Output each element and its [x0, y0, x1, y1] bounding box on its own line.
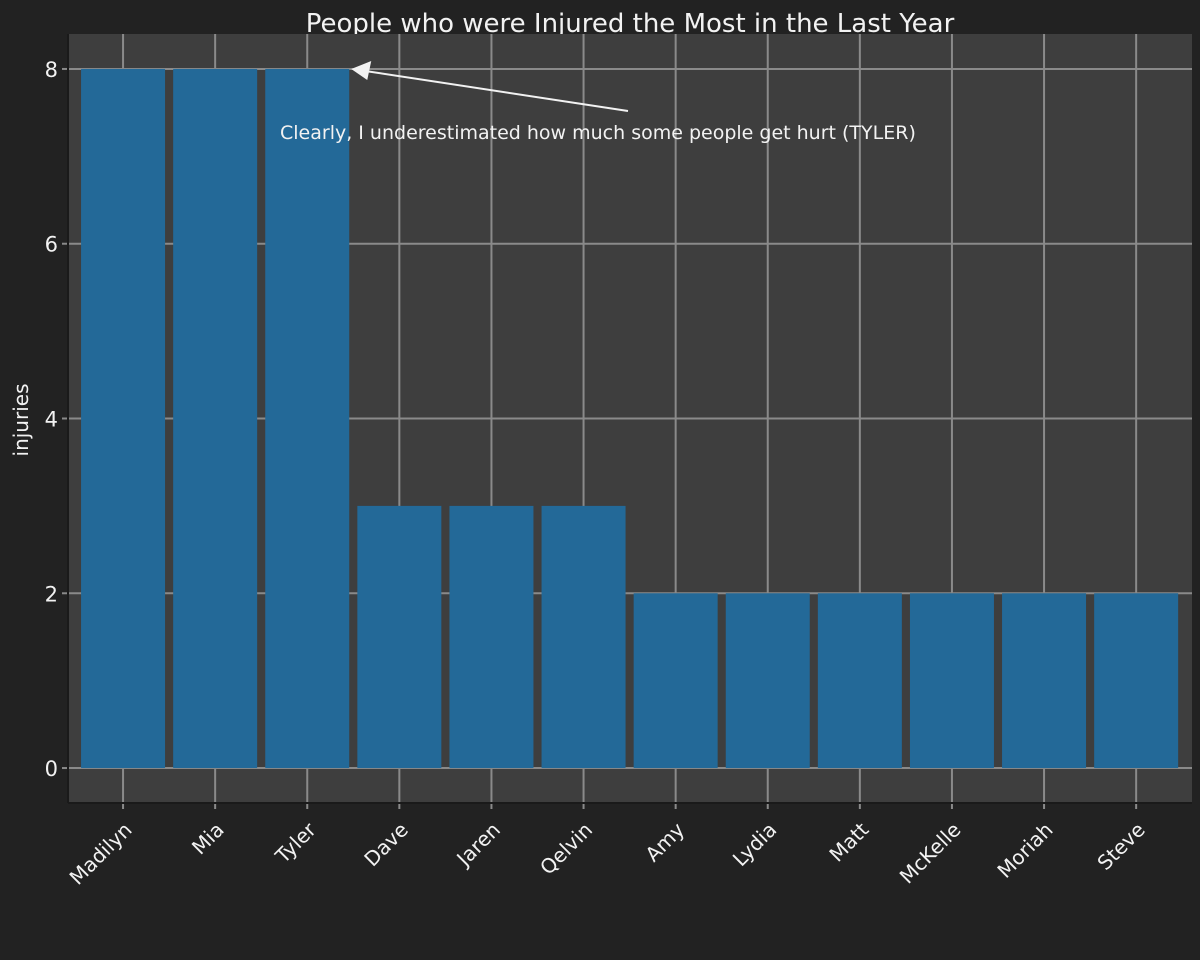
x-tick-label: Madilyn — [65, 818, 137, 890]
bar-jaren — [449, 505, 534, 769]
annotation-arrowhead — [351, 60, 372, 80]
x-tick-label: Lydia — [728, 818, 781, 871]
bar-matt — [817, 593, 902, 769]
y-tick-label: 4 — [45, 408, 58, 432]
bar-qelvin — [541, 505, 626, 769]
y-tick-label: 6 — [45, 233, 58, 257]
bar-moriah — [1002, 593, 1087, 769]
x-tick-label: Qelvin — [535, 818, 597, 880]
x-tick-label: Jaren — [451, 818, 505, 872]
bar-tyler — [265, 68, 350, 769]
bar-amy — [633, 593, 718, 769]
bar-steve — [1094, 593, 1179, 769]
y-axis-label: injuries — [9, 384, 33, 457]
bar-mckelle — [909, 593, 994, 769]
x-tick-label: Mia — [187, 818, 229, 860]
x-tick-label: McKelle — [895, 818, 966, 889]
annotation-text: Clearly, I underestimated how much some … — [280, 122, 916, 144]
bar-madilyn — [81, 68, 166, 769]
plot-area: 0 2 4 6 8 Madilyn Mia Tyler Dave Jaren Qelvin Amy Ly… — [45, 34, 1192, 890]
x-tick-label: Moriah — [992, 818, 1057, 883]
annotation-arrow — [365, 69, 629, 112]
y-tick-label: 8 — [45, 58, 58, 82]
bar-dave — [357, 505, 442, 769]
y-tick-label: 2 — [45, 582, 58, 606]
x-tick-label: Matt — [824, 817, 873, 866]
x-tick-label: Amy — [640, 817, 689, 866]
bar-lydia — [725, 593, 810, 769]
y-tick-label: 0 — [45, 757, 58, 781]
x-tick-label: Steve — [1092, 818, 1149, 875]
x-tick-label: Dave — [359, 818, 413, 872]
x-tick-label: Tyler — [270, 817, 321, 868]
bar-mia — [173, 68, 258, 769]
